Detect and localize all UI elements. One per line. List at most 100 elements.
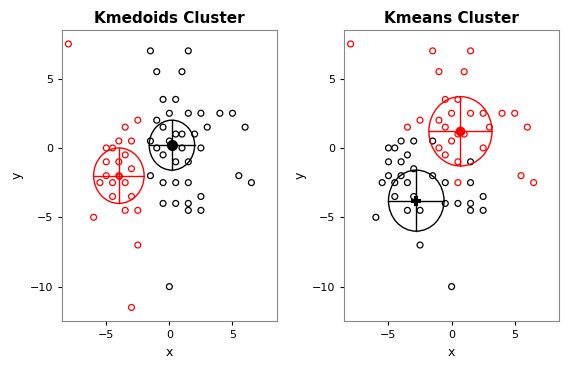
Point [428, 173, 437, 179]
Point [177, 145, 186, 151]
Point [384, 173, 393, 179]
Point [416, 117, 425, 123]
Point [453, 180, 462, 186]
Point [152, 69, 161, 75]
Point [171, 201, 180, 206]
Point [127, 305, 136, 310]
Point [479, 145, 488, 151]
Point [453, 97, 462, 102]
Point [158, 152, 168, 158]
Point [377, 180, 386, 186]
Point [184, 48, 193, 54]
Point [516, 173, 526, 179]
Point [441, 152, 450, 158]
Point [171, 97, 180, 102]
Point [108, 194, 117, 199]
Point [403, 124, 412, 130]
Point [409, 166, 418, 172]
Point [441, 97, 450, 102]
Point [184, 201, 193, 206]
Point [447, 284, 456, 290]
Point [158, 180, 168, 186]
Point [428, 138, 437, 144]
Point [133, 242, 142, 248]
Point [447, 110, 456, 116]
Point [184, 180, 193, 186]
Point [434, 69, 443, 75]
Point [479, 194, 488, 199]
Point [177, 69, 186, 75]
Point [190, 131, 199, 137]
Point [241, 124, 250, 130]
Y-axis label: y: y [11, 172, 24, 179]
Point [434, 117, 443, 123]
Point [152, 145, 161, 151]
Point [441, 201, 450, 206]
Point [121, 208, 130, 213]
Point [89, 214, 98, 220]
Point [397, 173, 406, 179]
Point [459, 131, 469, 137]
Point [215, 110, 225, 116]
Point [127, 194, 136, 199]
X-axis label: x: x [166, 346, 173, 359]
Point [403, 152, 412, 158]
Point [416, 208, 425, 213]
Point [397, 159, 406, 165]
Point [453, 159, 462, 165]
Point [95, 180, 104, 186]
Point [247, 180, 256, 186]
Point [115, 138, 124, 144]
Title: Kmeans Cluster: Kmeans Cluster [384, 11, 519, 26]
Point [158, 97, 168, 102]
Point [146, 173, 155, 179]
Point [416, 242, 425, 248]
Point [133, 208, 142, 213]
Point [165, 138, 174, 144]
Point [108, 145, 117, 151]
Point [434, 145, 443, 151]
Point [466, 159, 475, 165]
Point [466, 110, 475, 116]
Point [171, 180, 180, 186]
Point [466, 180, 475, 186]
Point [101, 145, 111, 151]
Point [171, 159, 180, 165]
Point [133, 117, 142, 123]
Point [485, 124, 494, 130]
Point [466, 48, 475, 54]
Point [184, 110, 193, 116]
Title: Kmedoids Cluster: Kmedoids Cluster [94, 11, 245, 26]
Point [197, 145, 206, 151]
Point [158, 201, 168, 206]
Point [466, 208, 475, 213]
Point [146, 48, 155, 54]
Point [390, 145, 400, 151]
Point [197, 110, 206, 116]
Point [459, 69, 469, 75]
Point [498, 110, 507, 116]
Point [203, 124, 212, 130]
Point [409, 194, 418, 199]
Point [234, 173, 243, 179]
Point [447, 138, 456, 144]
Point [441, 180, 450, 186]
Point [121, 152, 130, 158]
Point [152, 117, 161, 123]
Point [158, 124, 168, 130]
Point [390, 194, 400, 199]
Point [428, 48, 437, 54]
Point [390, 180, 400, 186]
Point [101, 173, 111, 179]
Point [384, 159, 393, 165]
Point [479, 110, 488, 116]
Point [453, 201, 462, 206]
Point [409, 138, 418, 144]
Point [453, 131, 462, 137]
Point [228, 110, 237, 116]
Point [184, 159, 193, 165]
Point [479, 208, 488, 213]
Point [466, 201, 475, 206]
Point [115, 173, 124, 179]
Point [346, 41, 355, 47]
